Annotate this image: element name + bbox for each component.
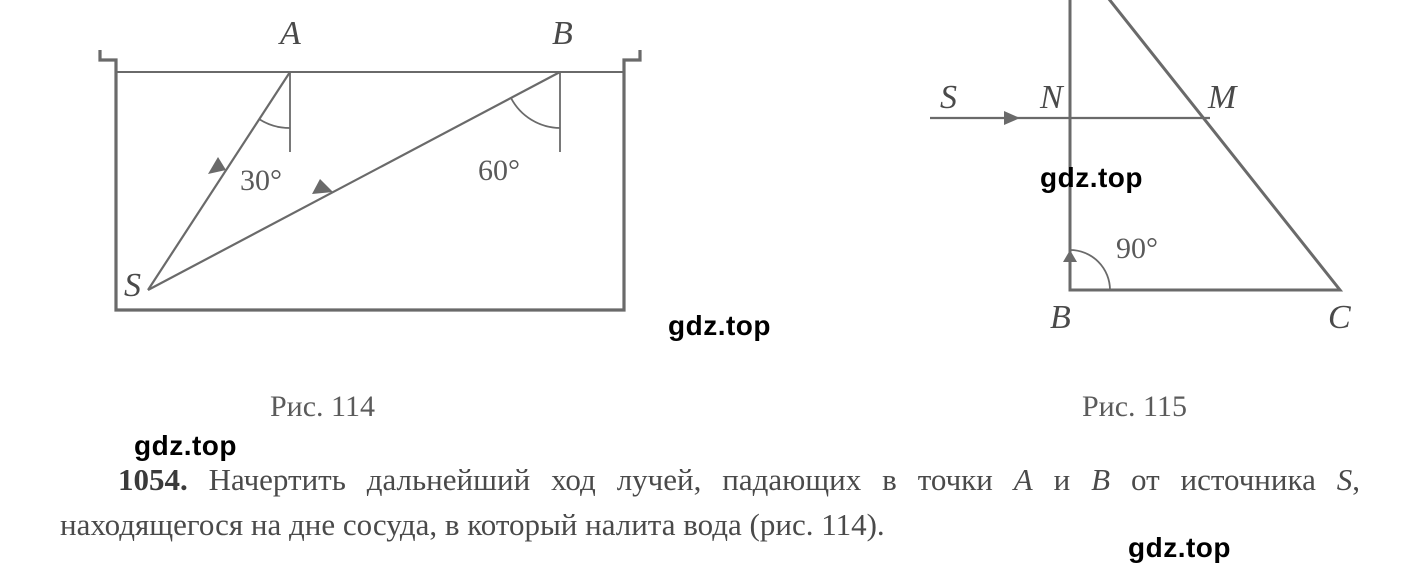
- problem-italic-B: B: [1091, 462, 1110, 497]
- label-M: M: [1207, 79, 1238, 116]
- right-angle-arrow: [1063, 250, 1077, 262]
- problem-italic-A: A: [1014, 462, 1033, 497]
- problem-text-2: от источника: [1110, 462, 1337, 497]
- label-S-right: S: [940, 79, 957, 116]
- arrowhead-SA: [208, 157, 226, 174]
- label-C: C: [1328, 299, 1351, 336]
- angle-arc-B: [511, 98, 560, 128]
- label-N: N: [1039, 79, 1065, 116]
- figure-114: A B S 30° 60°: [80, 0, 680, 360]
- triangle-outline: [1070, 0, 1340, 290]
- arrowhead-SB: [312, 179, 333, 194]
- caption-fig-115: Рис. 115: [1082, 390, 1187, 424]
- watermark-1: gdz.top: [1040, 162, 1143, 194]
- arrowhead-ray: [1004, 111, 1020, 125]
- problem-number: 1054.: [118, 462, 188, 497]
- angle-A-value: 30°: [240, 164, 282, 197]
- caption-fig-114: Рис. 114: [270, 390, 375, 424]
- problem-1054: 1054. Начертить дальнейший ход лучей, па…: [60, 458, 1360, 548]
- angle-B-value: 60°: [478, 154, 520, 187]
- problem-text-mid: и: [1033, 462, 1091, 497]
- problem-italic-S: S: [1337, 462, 1353, 497]
- angle-arc-A: [259, 119, 290, 128]
- vessel-outline: [100, 50, 640, 310]
- figure-115: S N M B C 90°: [910, 0, 1380, 350]
- label-A: A: [278, 15, 301, 52]
- watermark-2: gdz.top: [668, 310, 771, 342]
- angle-90: 90°: [1116, 232, 1158, 265]
- right-angle-arc: [1070, 250, 1110, 290]
- label-B-right: B: [1050, 299, 1071, 336]
- label-B: B: [552, 15, 573, 52]
- label-S: S: [124, 267, 141, 304]
- problem-text-1: Начертить дальнейший ход лучей, падающих…: [209, 462, 1014, 497]
